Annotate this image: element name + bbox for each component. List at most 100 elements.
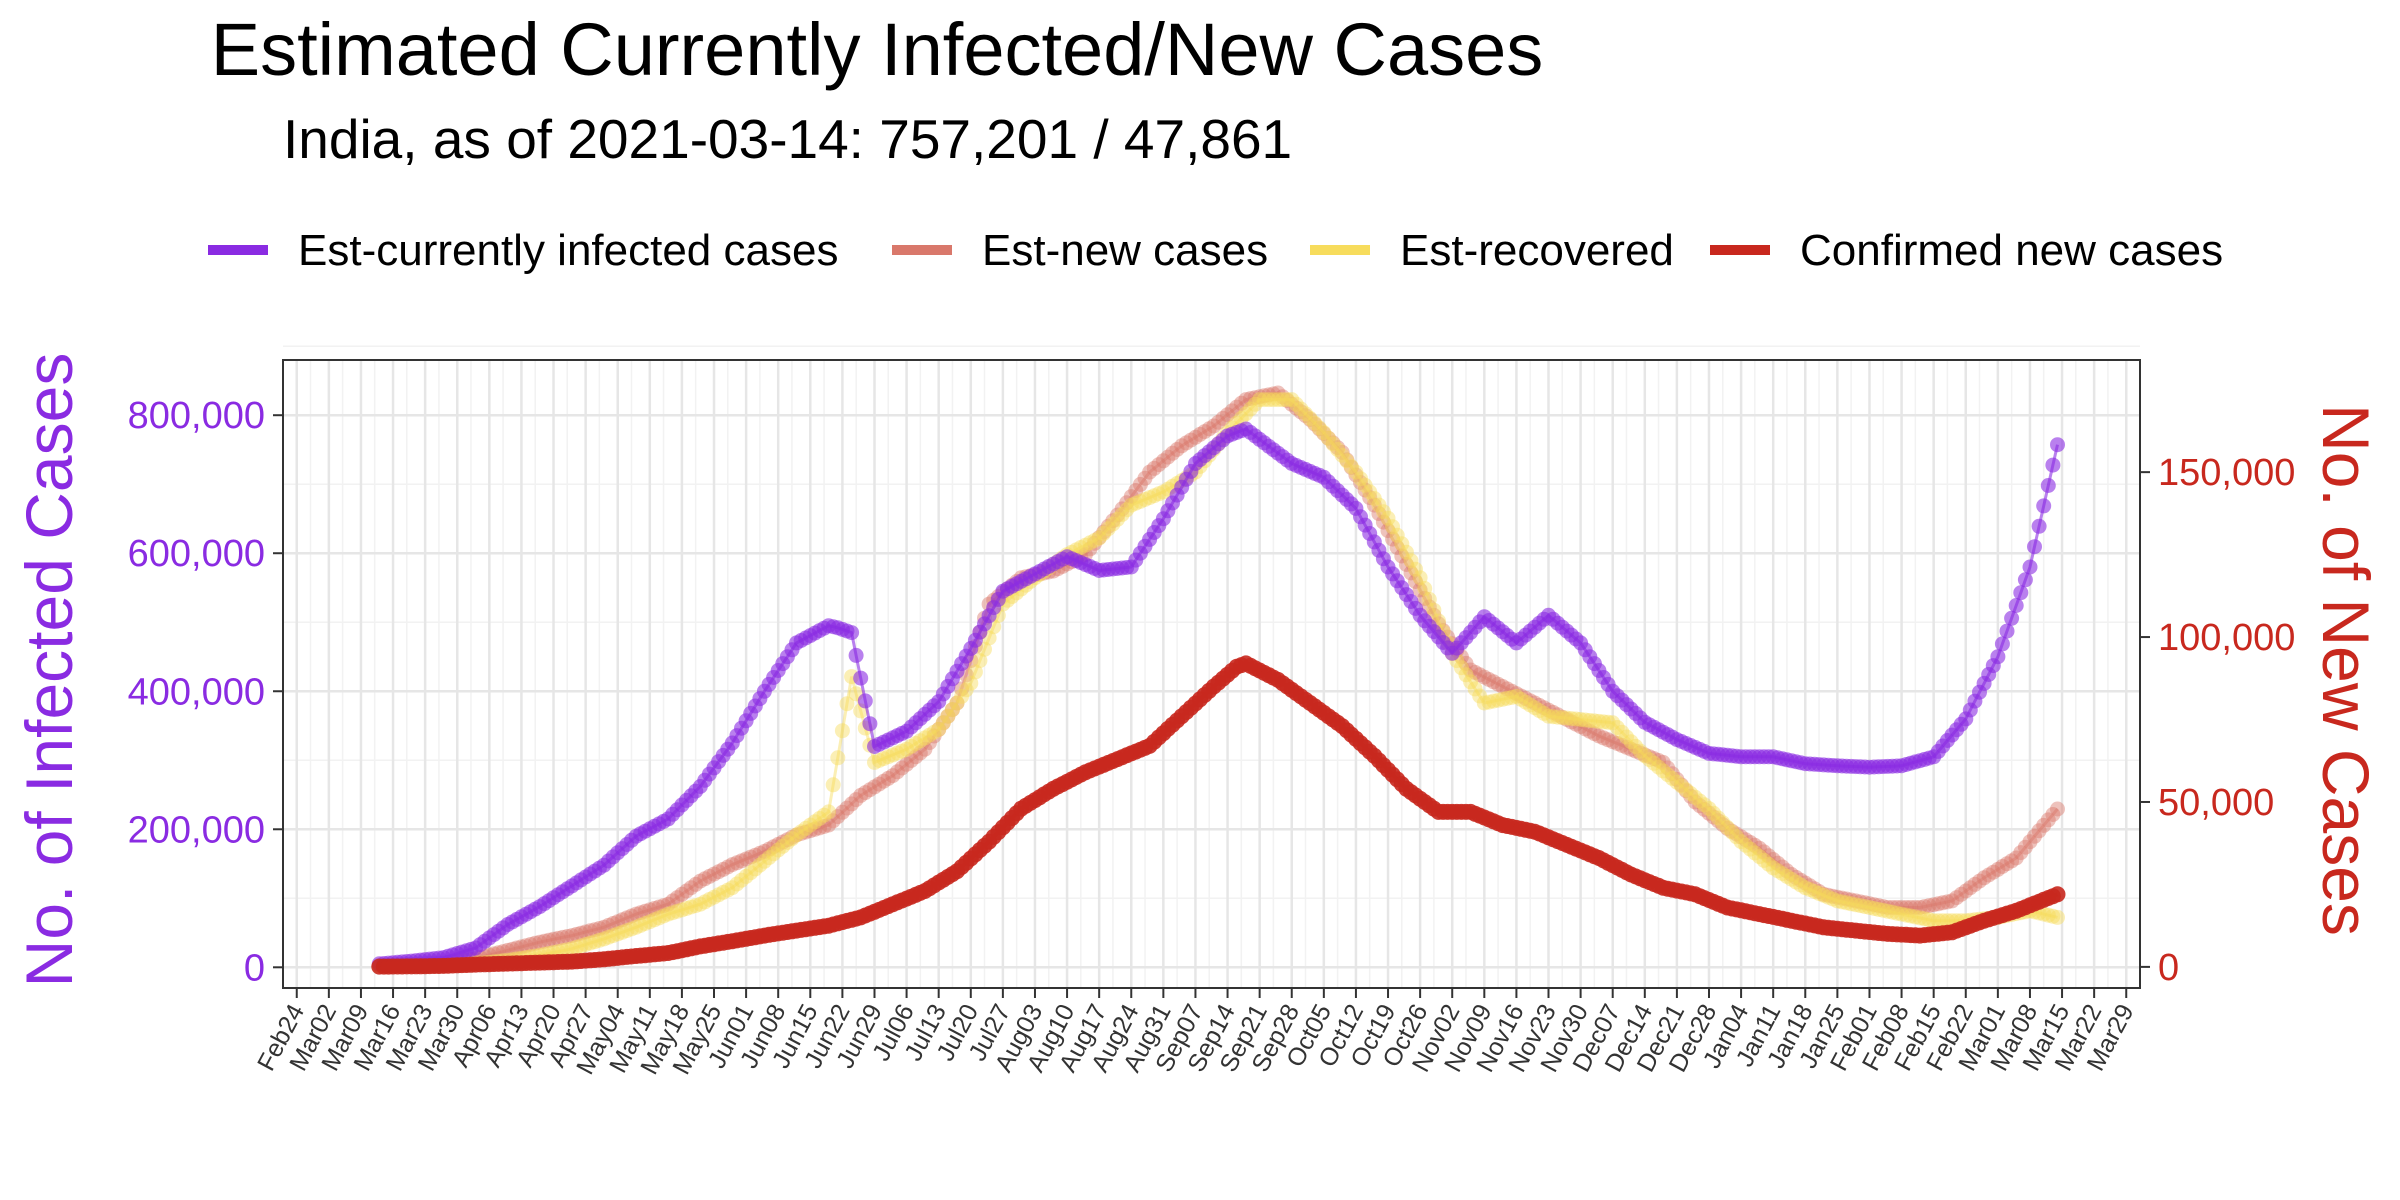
data-point [1742, 841, 1758, 857]
data-point [1316, 426, 1332, 441]
data-point [1674, 778, 1689, 794]
data-point [1802, 882, 1818, 898]
data-point [711, 887, 727, 903]
data-point [1651, 759, 1667, 775]
data-point [944, 702, 960, 718]
data-point [1146, 460, 1162, 476]
data-point [1151, 457, 1167, 473]
data-point [1499, 690, 1515, 706]
data-point [848, 647, 864, 663]
data-point [1568, 711, 1584, 727]
data-point [807, 821, 823, 837]
legend-item: Est-new cases [892, 226, 1268, 275]
data-point [912, 745, 928, 761]
data-point [1884, 900, 1900, 915]
data-point [1687, 789, 1703, 805]
data-point [1944, 893, 1960, 909]
data-point [1238, 406, 1254, 422]
data-point [2022, 559, 2038, 575]
data-point [1389, 527, 1405, 543]
data-point [1270, 392, 1286, 408]
data-point [830, 750, 846, 766]
data-point [1426, 602, 1442, 618]
data-point [1761, 856, 1777, 872]
data-point [857, 693, 873, 709]
data-point [509, 940, 525, 956]
data-point [738, 868, 754, 884]
data-point [729, 876, 745, 892]
data-point [688, 898, 704, 914]
y-left-tick-label: 800,000 [128, 395, 265, 437]
y-left-tick-label: 0 [244, 947, 265, 989]
data-point [1279, 393, 1295, 408]
data-point [1683, 788, 1699, 804]
data-point [1637, 747, 1653, 763]
data-point [1807, 881, 1822, 897]
data-point [1843, 896, 1859, 912]
data-point [1862, 896, 1877, 912]
data-point [2050, 437, 2065, 453]
data-point [591, 932, 607, 948]
data-point [1811, 885, 1827, 901]
data-point [582, 923, 598, 939]
legend-label: Est-currently infected cases [298, 226, 838, 275]
data-point [1866, 897, 1882, 913]
data-point [541, 932, 557, 948]
data-point [1692, 798, 1708, 814]
data-point [674, 886, 690, 902]
data-point [1298, 408, 1313, 424]
data-point [564, 928, 580, 944]
data-point [894, 743, 910, 759]
data-point [1513, 688, 1529, 704]
data-point [2027, 539, 2042, 555]
data-point [931, 721, 947, 737]
data-point [816, 807, 832, 823]
data-point [1829, 889, 1845, 905]
data-point [665, 893, 681, 909]
data-point [1408, 561, 1423, 577]
y-right-tick-label: 150,000 [2158, 452, 2295, 494]
data-point [1476, 669, 1492, 685]
data-point [1715, 815, 1731, 831]
data-point [656, 898, 672, 914]
data-point [2022, 834, 2038, 850]
data-point [1137, 470, 1153, 486]
data-point [1169, 442, 1185, 457]
data-point [1486, 674, 1501, 690]
data-point [1490, 692, 1506, 708]
data-point [1976, 870, 1992, 886]
data-point [1696, 802, 1712, 817]
data-point [550, 930, 566, 946]
data-point [1742, 835, 1758, 850]
data-point [2045, 908, 2061, 924]
legend-label: Est-new cases [982, 226, 1268, 275]
data-point [853, 670, 869, 686]
data-point [1710, 810, 1726, 826]
y-left-tick-label: 600,000 [128, 533, 265, 575]
data-point [1243, 401, 1258, 417]
data-point [1279, 392, 1295, 408]
data-point [1825, 888, 1841, 904]
data-point [867, 754, 882, 770]
data-point [1935, 913, 1951, 929]
data-point [880, 749, 896, 765]
data-point [917, 741, 933, 757]
y-left-tick-label: 400,000 [128, 671, 265, 713]
chart-subtitle: India, as of 2021-03-14: 757,201 / 47,86… [283, 108, 1292, 170]
data-point [1142, 490, 1158, 506]
data-point [573, 925, 589, 941]
data-point [1398, 544, 1414, 560]
data-point [1513, 691, 1529, 707]
data-point [642, 902, 658, 918]
data-point [747, 861, 763, 877]
data-point [1348, 467, 1364, 483]
data-point [899, 756, 915, 772]
data-point [1563, 714, 1579, 730]
data-point [1926, 913, 1942, 929]
data-point [1403, 553, 1419, 569]
data-point [789, 827, 804, 843]
data-point [1935, 895, 1951, 911]
data-point [1091, 530, 1107, 546]
data-point [646, 901, 662, 916]
data-point [1802, 878, 1818, 894]
